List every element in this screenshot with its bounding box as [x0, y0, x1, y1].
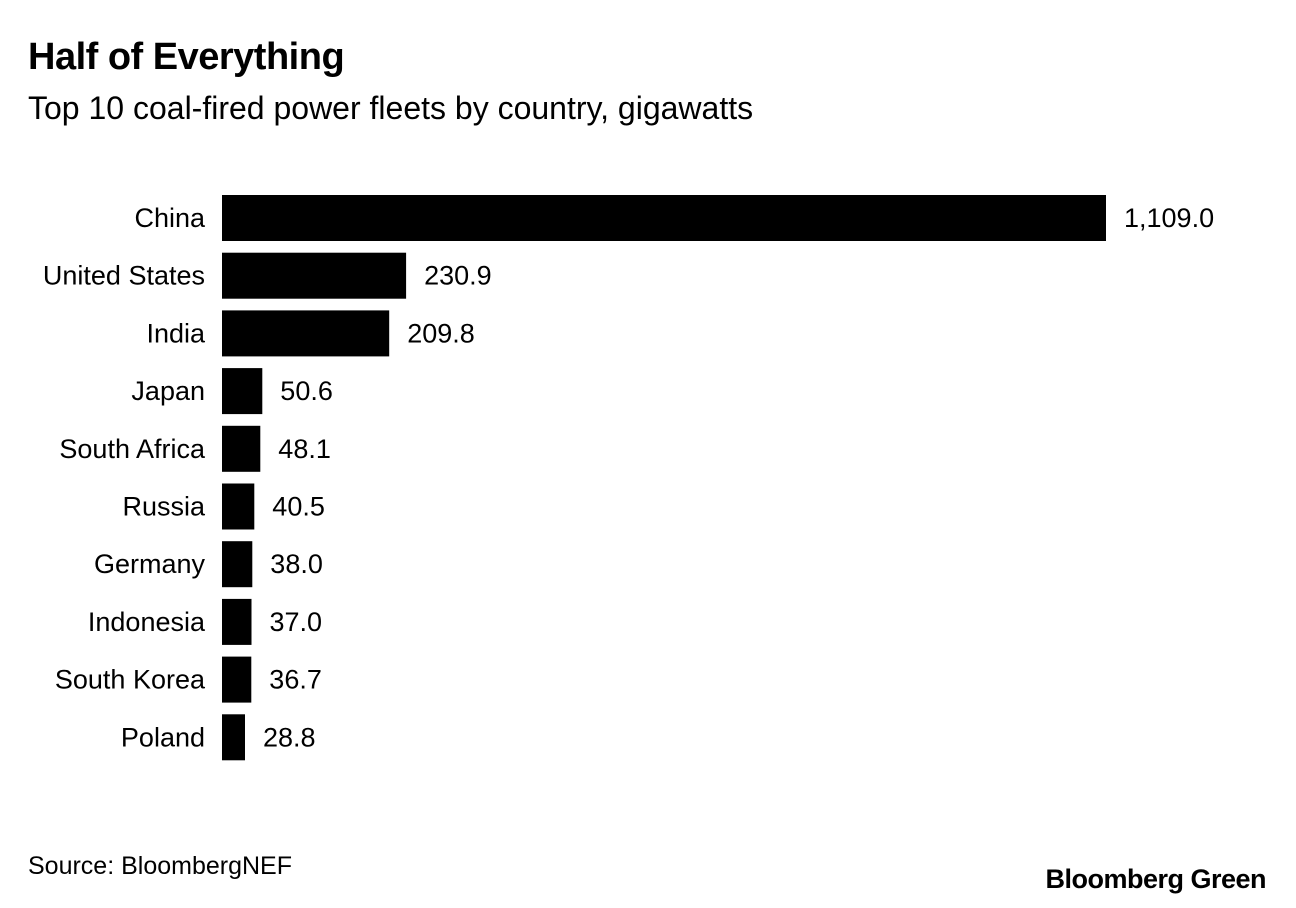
category-label-germany: Germany [94, 549, 206, 579]
value-label-united-states: 230.9 [424, 261, 492, 291]
chart-subtitle: Top 10 coal-fired power fleets by countr… [28, 90, 754, 126]
value-label-indonesia: 37.0 [270, 607, 323, 637]
bar-russia [222, 483, 255, 530]
value-label-south-africa: 48.1 [278, 434, 331, 464]
bar-united-states [222, 252, 407, 299]
chart-title: Half of Everything [28, 36, 345, 78]
category-label-south-africa: South Africa [59, 434, 206, 464]
value-label-india: 209.8 [407, 318, 475, 348]
category-label-china: China [134, 203, 206, 233]
category-label-poland: Poland [121, 722, 205, 752]
bar-india [222, 310, 390, 357]
category-label-united-states: United States [43, 261, 205, 291]
category-label-south-korea: South Korea [55, 665, 206, 695]
bar-china [222, 195, 1106, 241]
value-label-japan: 50.6 [280, 376, 333, 406]
bar-germany [222, 541, 253, 588]
category-label-indonesia: Indonesia [88, 607, 206, 637]
value-label-china: 1,109.0 [1124, 203, 1214, 233]
category-label-japan: Japan [131, 376, 205, 406]
source-note: Source: BloombergNEF [28, 852, 293, 880]
value-label-poland: 28.8 [263, 722, 316, 752]
category-label-russia: Russia [122, 492, 206, 522]
brand-logo: Bloomberg Green [1045, 864, 1266, 894]
bar-poland [222, 714, 245, 761]
bar-south-korea [222, 656, 252, 703]
bar-south-africa [222, 425, 261, 472]
value-label-russia: 40.5 [272, 492, 325, 522]
value-label-south-korea: 36.7 [269, 665, 322, 695]
category-label-india: India [146, 318, 206, 348]
bar-indonesia [222, 598, 252, 645]
value-label-germany: 38.0 [270, 549, 323, 579]
bar-japan [222, 368, 263, 415]
